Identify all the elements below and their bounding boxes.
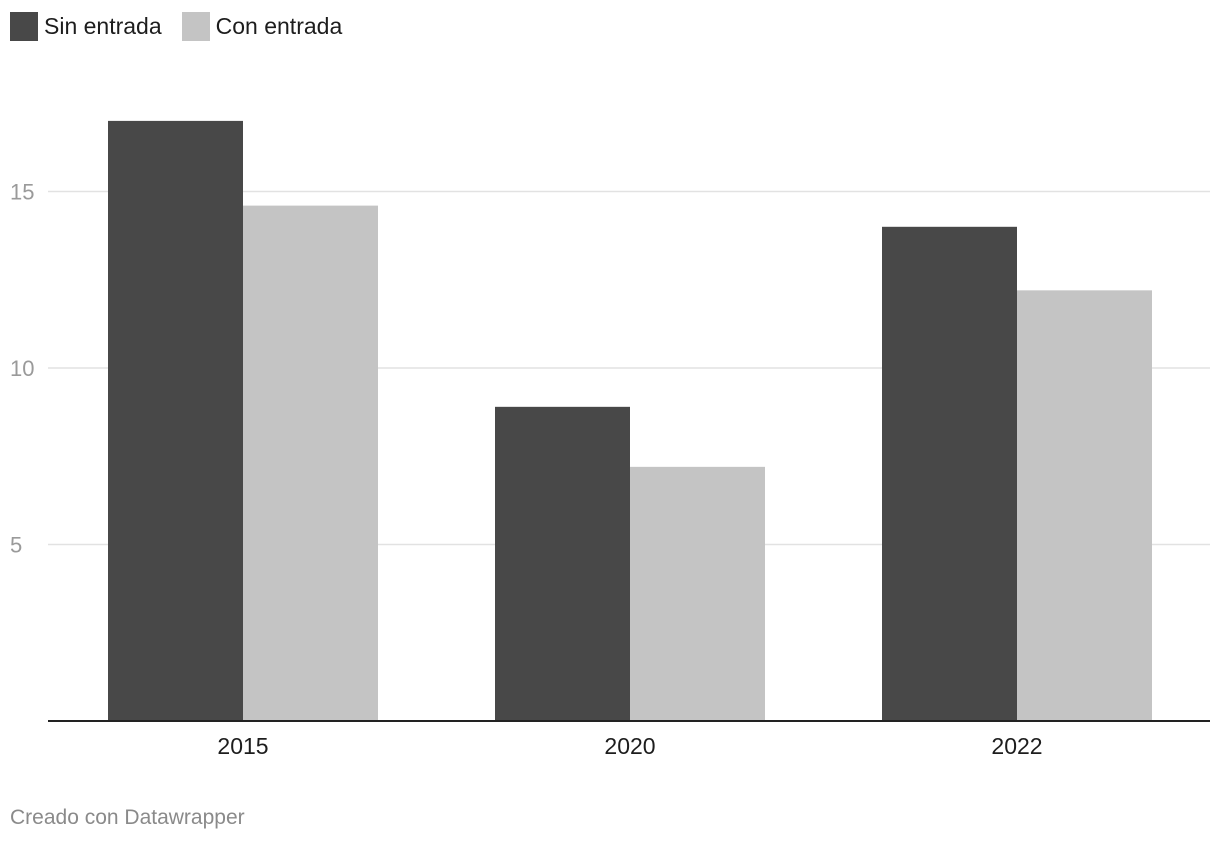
footer-credit: Creado con Datawrapper: [10, 806, 245, 829]
legend-item-sin-entrada: Sin entrada: [10, 12, 162, 41]
bar-con-entrada-2015: [243, 205, 378, 721]
legend-item-con-entrada: Con entrada: [181, 12, 343, 41]
x-tick-label-2015: 2015: [217, 733, 268, 759]
x-tick-label-2022: 2022: [991, 733, 1042, 759]
chart-legend: Sin entrada Con entrada: [10, 12, 342, 41]
legend-swatch-con-entrada: [181, 12, 210, 41]
bar-con-entrada-2022: [1017, 290, 1152, 721]
bars: [108, 120, 1152, 722]
legend-label-sin-entrada: Sin entrada: [44, 13, 162, 39]
bar-sin-entrada-2015: [108, 120, 243, 721]
legend-label-con-entrada: Con entrada: [215, 13, 343, 39]
bar-con-entrada-2020: [630, 466, 765, 721]
y-tick-label-15: 15: [10, 180, 34, 205]
x-tick-label-2020: 2020: [604, 733, 655, 759]
y-tick-label-10: 10: [10, 356, 34, 381]
legend-swatch-sin-entrada: [10, 12, 38, 41]
axis-labels: 5 10 15 2015 2020 2022: [10, 180, 1043, 760]
bar-sin-entrada-2020: [495, 406, 630, 721]
bar-sin-entrada-2022: [882, 226, 1017, 722]
y-tick-label-5: 5: [10, 533, 22, 558]
